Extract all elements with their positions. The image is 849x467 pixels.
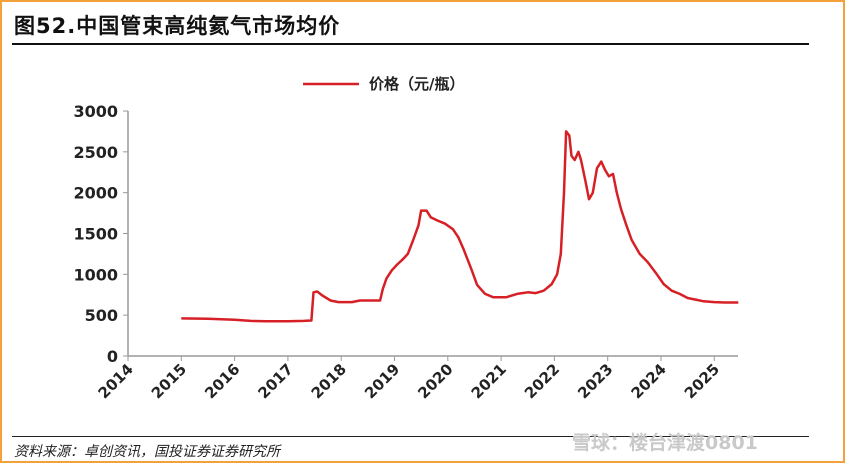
y-tick-labels: 0 500 1000 1500 2000 2500 3000 [73,102,118,366]
y-tick-label: 2000 [73,184,118,203]
title-rule [12,43,809,45]
x-tick-label: 2023 [574,360,616,402]
y-tick-label: 2500 [73,143,118,162]
chart-title: 图52.中国管束高纯氦气市场均价 [14,14,341,38]
x-tick-label: 2021 [468,360,510,402]
source-rule [12,436,809,437]
x-tick-label: 2014 [95,360,137,402]
y-tick-label: 500 [85,306,118,325]
series-line-price [181,130,739,323]
source-note: 资料来源：卓创资讯，国投证券证券研究所 [14,444,280,460]
x-tick-label: 2022 [521,360,563,402]
y-tick-label: 1500 [73,225,118,244]
x-tick-label: 2018 [308,360,350,402]
x-tick-label: 2019 [361,360,403,402]
x-tick-labels: 2014 2015 2016 2017 2018 2019 2020 2021 2022 2023… [95,360,724,402]
y-tick-label: 0 [107,347,118,366]
x-tick-label: 2025 [681,360,723,402]
watermark: 雪球：楼台津渡0801 [572,432,758,454]
axes [123,110,738,361]
y-tick-label: 3000 [73,102,118,121]
legend: 价格（元/瓶） [303,75,464,93]
x-tick-label: 2020 [414,360,456,402]
y-tick-label: 1000 [73,265,118,284]
series-lines [181,130,739,323]
x-tick-label: 2015 [148,360,190,402]
legend-label: 价格（元/瓶） [369,75,464,93]
x-tick-label: 2024 [628,360,670,402]
x-tick-label: 2016 [201,360,243,402]
x-tick-label: 2017 [254,360,296,402]
